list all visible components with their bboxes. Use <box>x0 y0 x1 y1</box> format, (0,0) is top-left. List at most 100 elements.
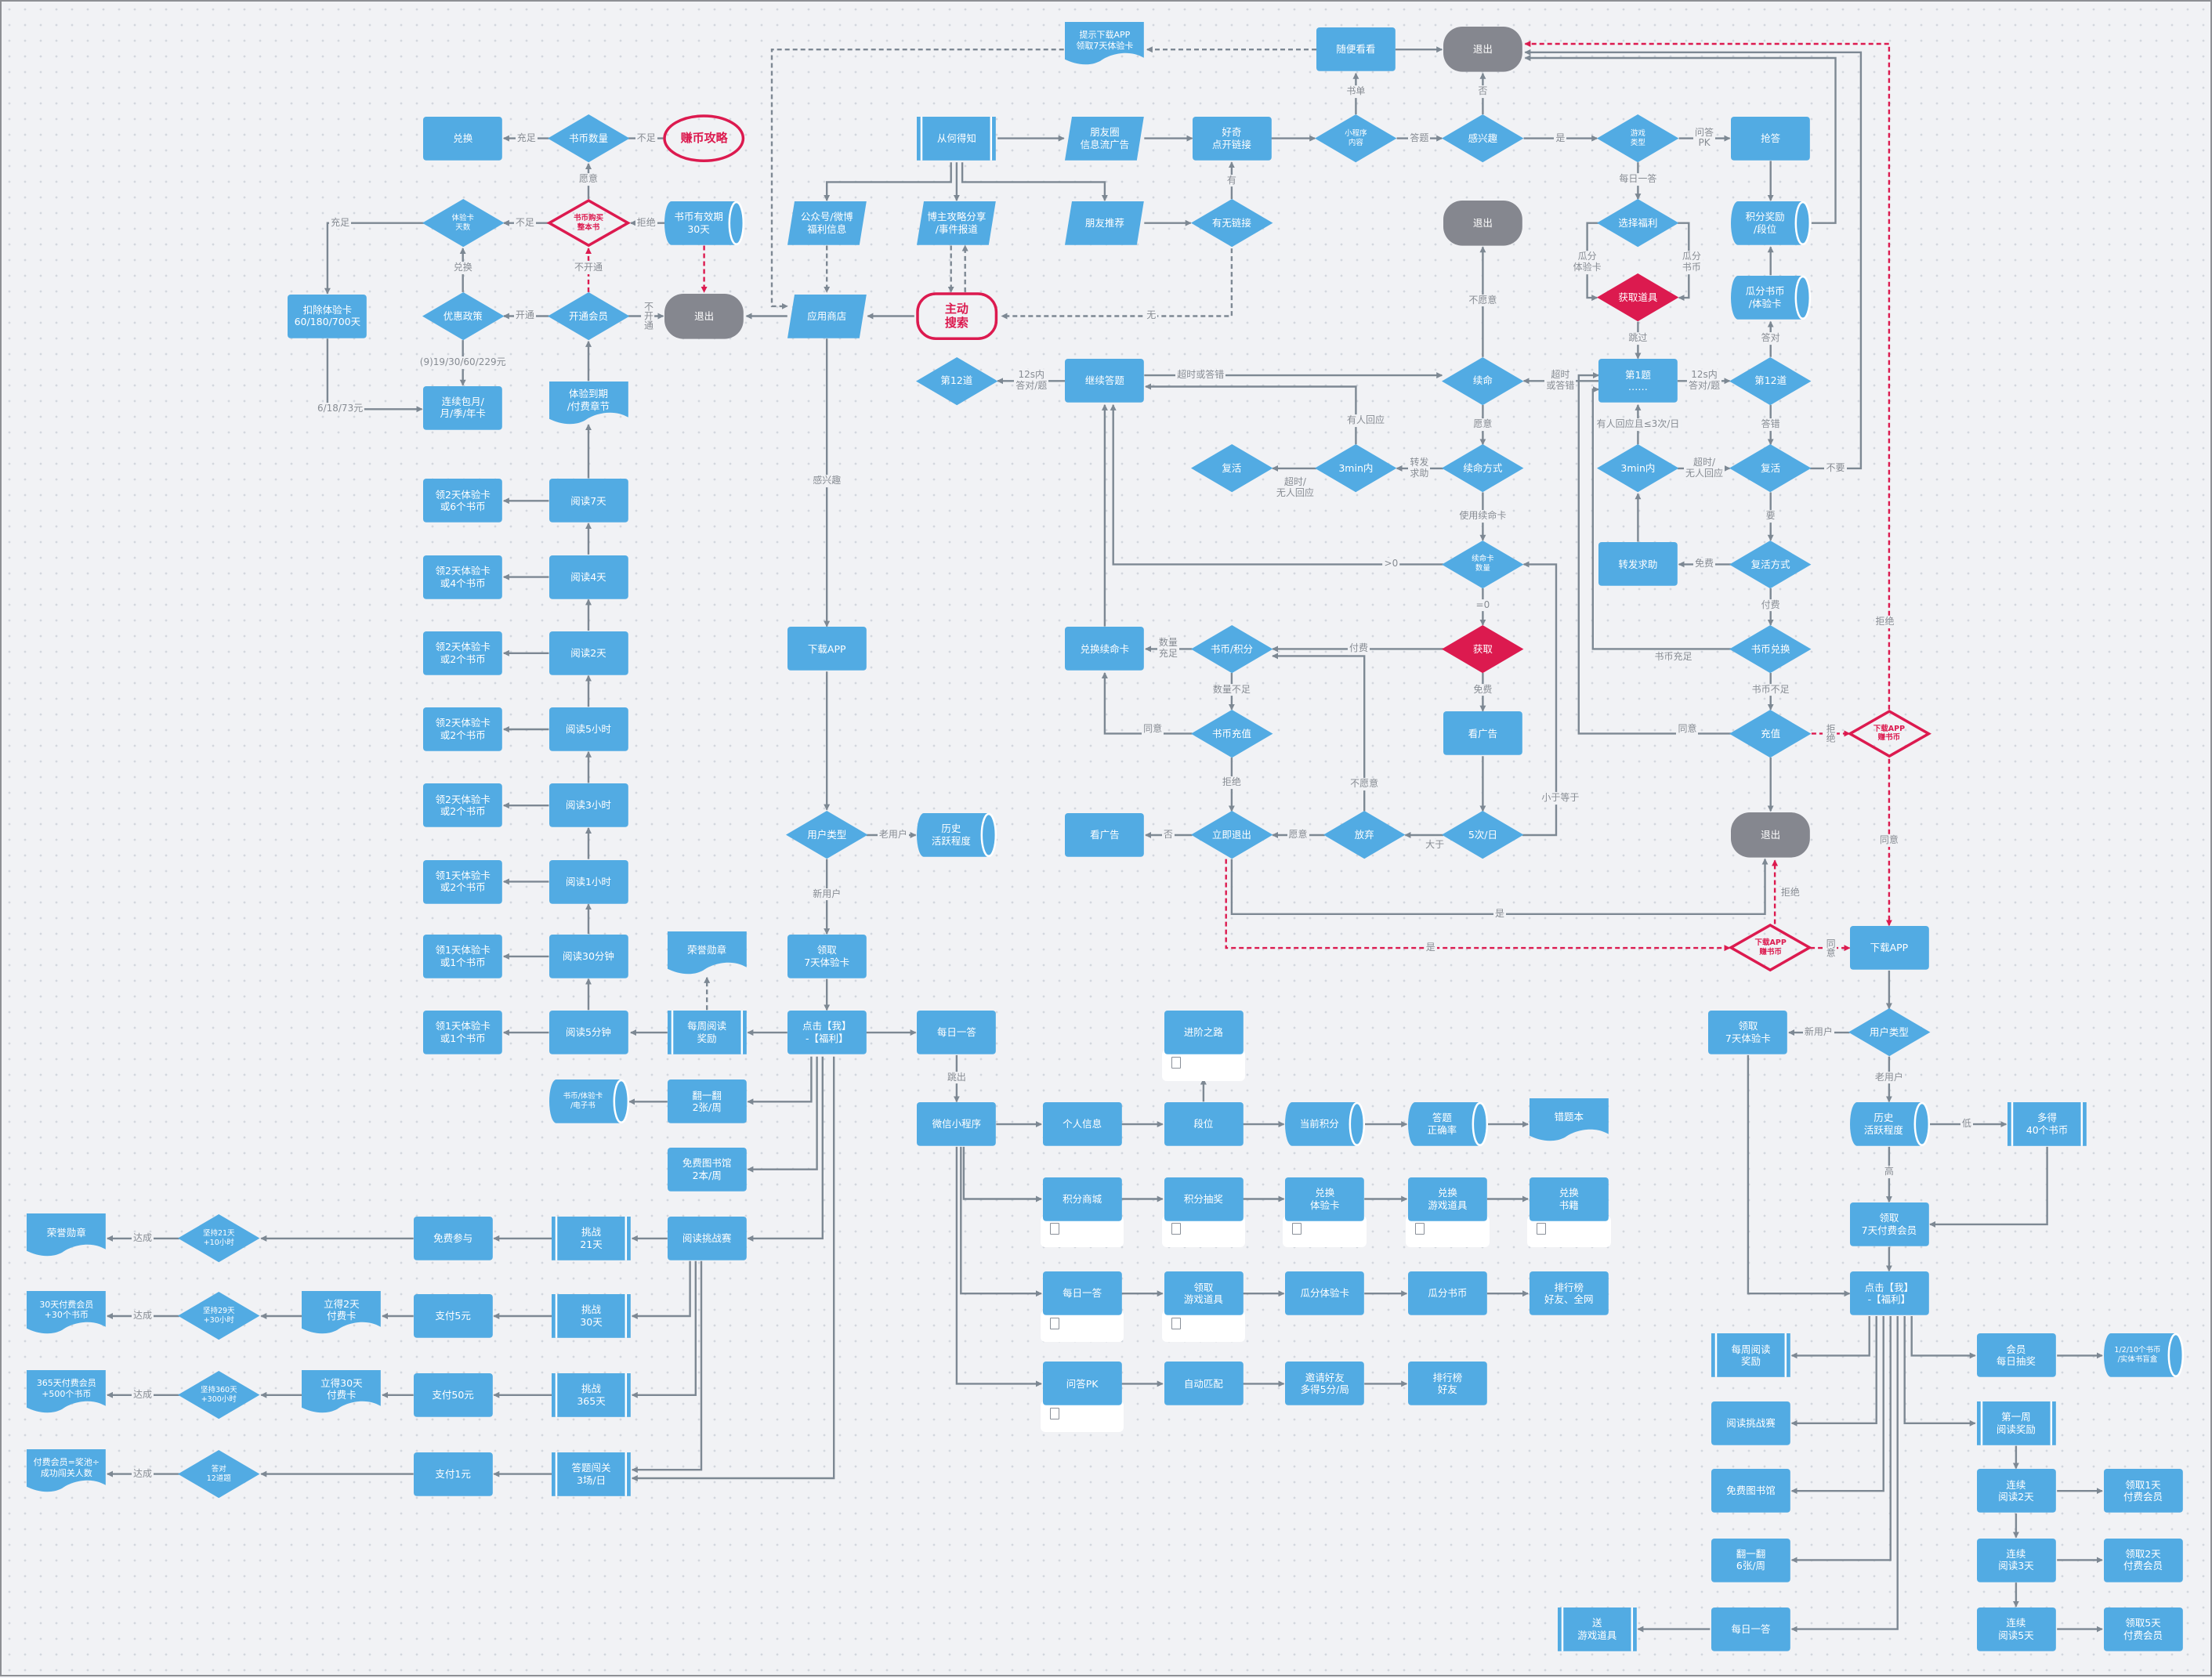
node-xzzb1: 下载APP 赚书币 <box>1847 709 1931 758</box>
process-shape <box>548 707 628 751</box>
process-shape <box>548 631 628 675</box>
process-shape <box>1849 1101 1930 1147</box>
node-label: 支付5元 <box>435 1310 471 1322</box>
node-ffhy: 付费会员=奖池÷ 成功闯关人数 <box>27 1449 107 1493</box>
edge-label: 是 <box>1554 132 1567 145</box>
node-label: 阅读挑战赛 <box>682 1232 732 1245</box>
process-shape <box>1443 27 1522 73</box>
process-shape <box>1731 812 1811 858</box>
node-fh1: 复活 <box>1190 444 1273 493</box>
node-dhyxdj: 兑换 游戏道具 <box>1405 1177 1490 1247</box>
node-label: 退出 <box>694 309 715 322</box>
node-m3b: 3min内 <box>1597 444 1679 493</box>
process-shape <box>664 201 745 245</box>
edge-label: 拒绝 <box>1874 616 1896 629</box>
node-gfsb2: 瓜分书币 <box>1407 1271 1487 1316</box>
node-rysz1: 荣誉勋章 <box>667 931 747 975</box>
decision-shape <box>1190 199 1273 248</box>
node-label: 书币有效期 30天 <box>674 211 723 235</box>
decision-shape <box>915 356 998 405</box>
decision-shape <box>1190 811 1273 859</box>
node-label: 瓜分体验卡 <box>1300 1287 1349 1300</box>
process-shape <box>667 1079 747 1124</box>
edge-label: 免费 <box>1472 683 1494 696</box>
edge-label: 达成 <box>132 1467 154 1481</box>
decision-shape <box>1729 444 1812 493</box>
decision-shape <box>1847 709 1931 758</box>
node-label: 荣誉勋章 <box>46 1226 86 1239</box>
note-panel <box>1040 1401 1124 1432</box>
decision-shape <box>1728 924 1813 972</box>
process-shape <box>423 555 503 599</box>
node-label: 朋友圈 信息流广告 <box>1080 125 1130 150</box>
node-jc29: 坚持29天 +30小时 <box>178 1292 260 1340</box>
node-label: 阅读1小时 <box>565 875 611 888</box>
process-shape <box>2103 1333 2184 1378</box>
node-label: 阅读3小时 <box>565 799 611 812</box>
node-label: 每周阅读 奖励 <box>687 1020 727 1045</box>
node-djwfl2: 点击【我】 -【福利】 <box>1849 1271 1929 1316</box>
edge-label: 愿意 <box>1472 418 1494 432</box>
node-gxq: 感兴趣 <box>1442 114 1524 163</box>
node-label: 瓜分书币 <box>1428 1287 1468 1300</box>
node-label: 复活 <box>1222 462 1242 475</box>
process-shape <box>1042 1102 1122 1146</box>
connector <box>1230 858 1769 916</box>
edge-label: 新用户 <box>1802 1026 1834 1039</box>
node-label: 领2天体验卡 或4个书币 <box>435 564 491 589</box>
process-shape <box>1849 926 1929 970</box>
process-shape <box>2103 1538 2183 1582</box>
node-tz30: 挑战 30天 <box>552 1294 631 1338</box>
process-shape <box>1407 1177 1487 1221</box>
edge-label: 超时/ 无人回应 <box>1684 457 1725 480</box>
node-hsyy2: 历史 活跃程度 <box>1849 1101 1930 1147</box>
node-label: 好奇 点开链接 <box>1211 125 1251 150</box>
node-mftsg2: 免费图书馆 <box>1711 1469 1790 1513</box>
node-yhlx2: 用户类型 <box>1848 1008 1931 1057</box>
node-kc: 扣除体验卡 60/180/700天 <box>288 294 367 338</box>
process-shape <box>1164 1102 1244 1146</box>
node-jfcj: 积分抽奖 <box>1161 1177 1246 1247</box>
node-label: 3min内 <box>1620 462 1656 475</box>
node-syxdj: 送 游戏道具 <box>1557 1607 1637 1651</box>
node-label: 瓜分书币 /体验卡 <box>1745 285 1785 310</box>
node-label: 3min内 <box>1338 462 1374 475</box>
node-label: 下载APP 赚书币 <box>1873 724 1906 743</box>
connector <box>770 49 1064 309</box>
process-shape <box>548 1079 629 1124</box>
node-label: 游戏 类型 <box>1630 128 1645 147</box>
connector <box>1790 1316 1877 1427</box>
node-zf1: 支付1元 <box>413 1452 493 1496</box>
process-shape <box>917 201 997 245</box>
node-label: 挑战 30天 <box>580 1304 603 1328</box>
process-shape <box>1285 1362 1365 1406</box>
process-shape <box>423 707 503 751</box>
node-gfsb: 瓜分书币 /体验卡 <box>1731 275 1812 320</box>
node-label: 兑换 体验卡 <box>1309 1186 1340 1211</box>
connector <box>1790 1316 1892 1564</box>
node-label: 连续包月/ 月/季/年卡 <box>440 395 486 420</box>
process-shape <box>1598 359 1678 403</box>
node-hqdj: 获取道具 <box>1597 273 1679 322</box>
node-label: 体验到期 /付费章节 <box>567 388 610 413</box>
process-shape <box>1557 1607 1637 1651</box>
node-label: 领1天体验卡 或2个书币 <box>435 869 491 894</box>
decision-shape <box>1848 1008 1931 1057</box>
node-label: 领取 7天付费会员 <box>1861 1212 1917 1236</box>
process-shape <box>2007 1102 2087 1146</box>
node-zf5: 支付5元 <box>413 1294 493 1338</box>
process-shape <box>2103 1607 2183 1651</box>
node-label: 坚持29天 +30小时 <box>202 1307 235 1325</box>
process-shape <box>1976 1333 2056 1378</box>
node-yhzc: 优惠政策 <box>422 291 504 341</box>
node-label: 答题闯关 3场/日 <box>571 1461 611 1486</box>
edge-label: 有 <box>1225 174 1238 187</box>
node-label: 领取 7天体验卡 <box>804 944 850 968</box>
node-label: 立即退出 <box>1211 829 1251 841</box>
node-label: 用户类型 <box>807 829 847 841</box>
decision-shape <box>1190 624 1273 673</box>
node-label: 答对 12道题 <box>206 1464 231 1483</box>
process-shape <box>1407 1362 1487 1406</box>
decision-shape <box>422 199 504 248</box>
connector <box>631 1056 835 1481</box>
